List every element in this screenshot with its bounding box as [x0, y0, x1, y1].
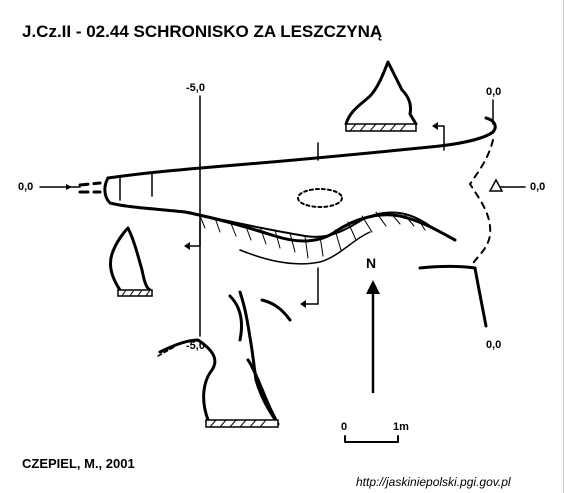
scale-end-label: 1m [393, 421, 409, 433]
slope-hatching [187, 211, 456, 265]
map-title: J.Cz.II - 02.44 SCHRONISKO ZA LESZCZYNĄ [22, 22, 382, 41]
section-bottom [157, 338, 279, 428]
depth-label-left: 0,0 [18, 181, 33, 193]
section-top-right [344, 60, 418, 132]
north-arrow-icon [366, 280, 380, 394]
depth-label-right-mid: 0,0 [530, 181, 545, 193]
depth-label-top: -5,0 [186, 82, 205, 94]
scale-start-label: 0 [341, 421, 347, 433]
author-credit: CZEPIEL, M., 2001 [22, 456, 135, 471]
scale-bar [344, 435, 399, 443]
section-left [108, 226, 153, 297]
source-url: http://jaskiniepolski.pgi.gov.pl [356, 475, 511, 489]
depth-label-right-bottom: 0,0 [486, 339, 501, 351]
rock-outline [297, 188, 343, 208]
north-label: N [366, 255, 376, 271]
passage-walls [228, 294, 292, 342]
survey-point-triangle [488, 178, 504, 192]
depth-label-right-top: 0,0 [486, 86, 501, 98]
cave-outline [78, 116, 497, 426]
depth-label-bottom: -5,0 [186, 340, 205, 352]
